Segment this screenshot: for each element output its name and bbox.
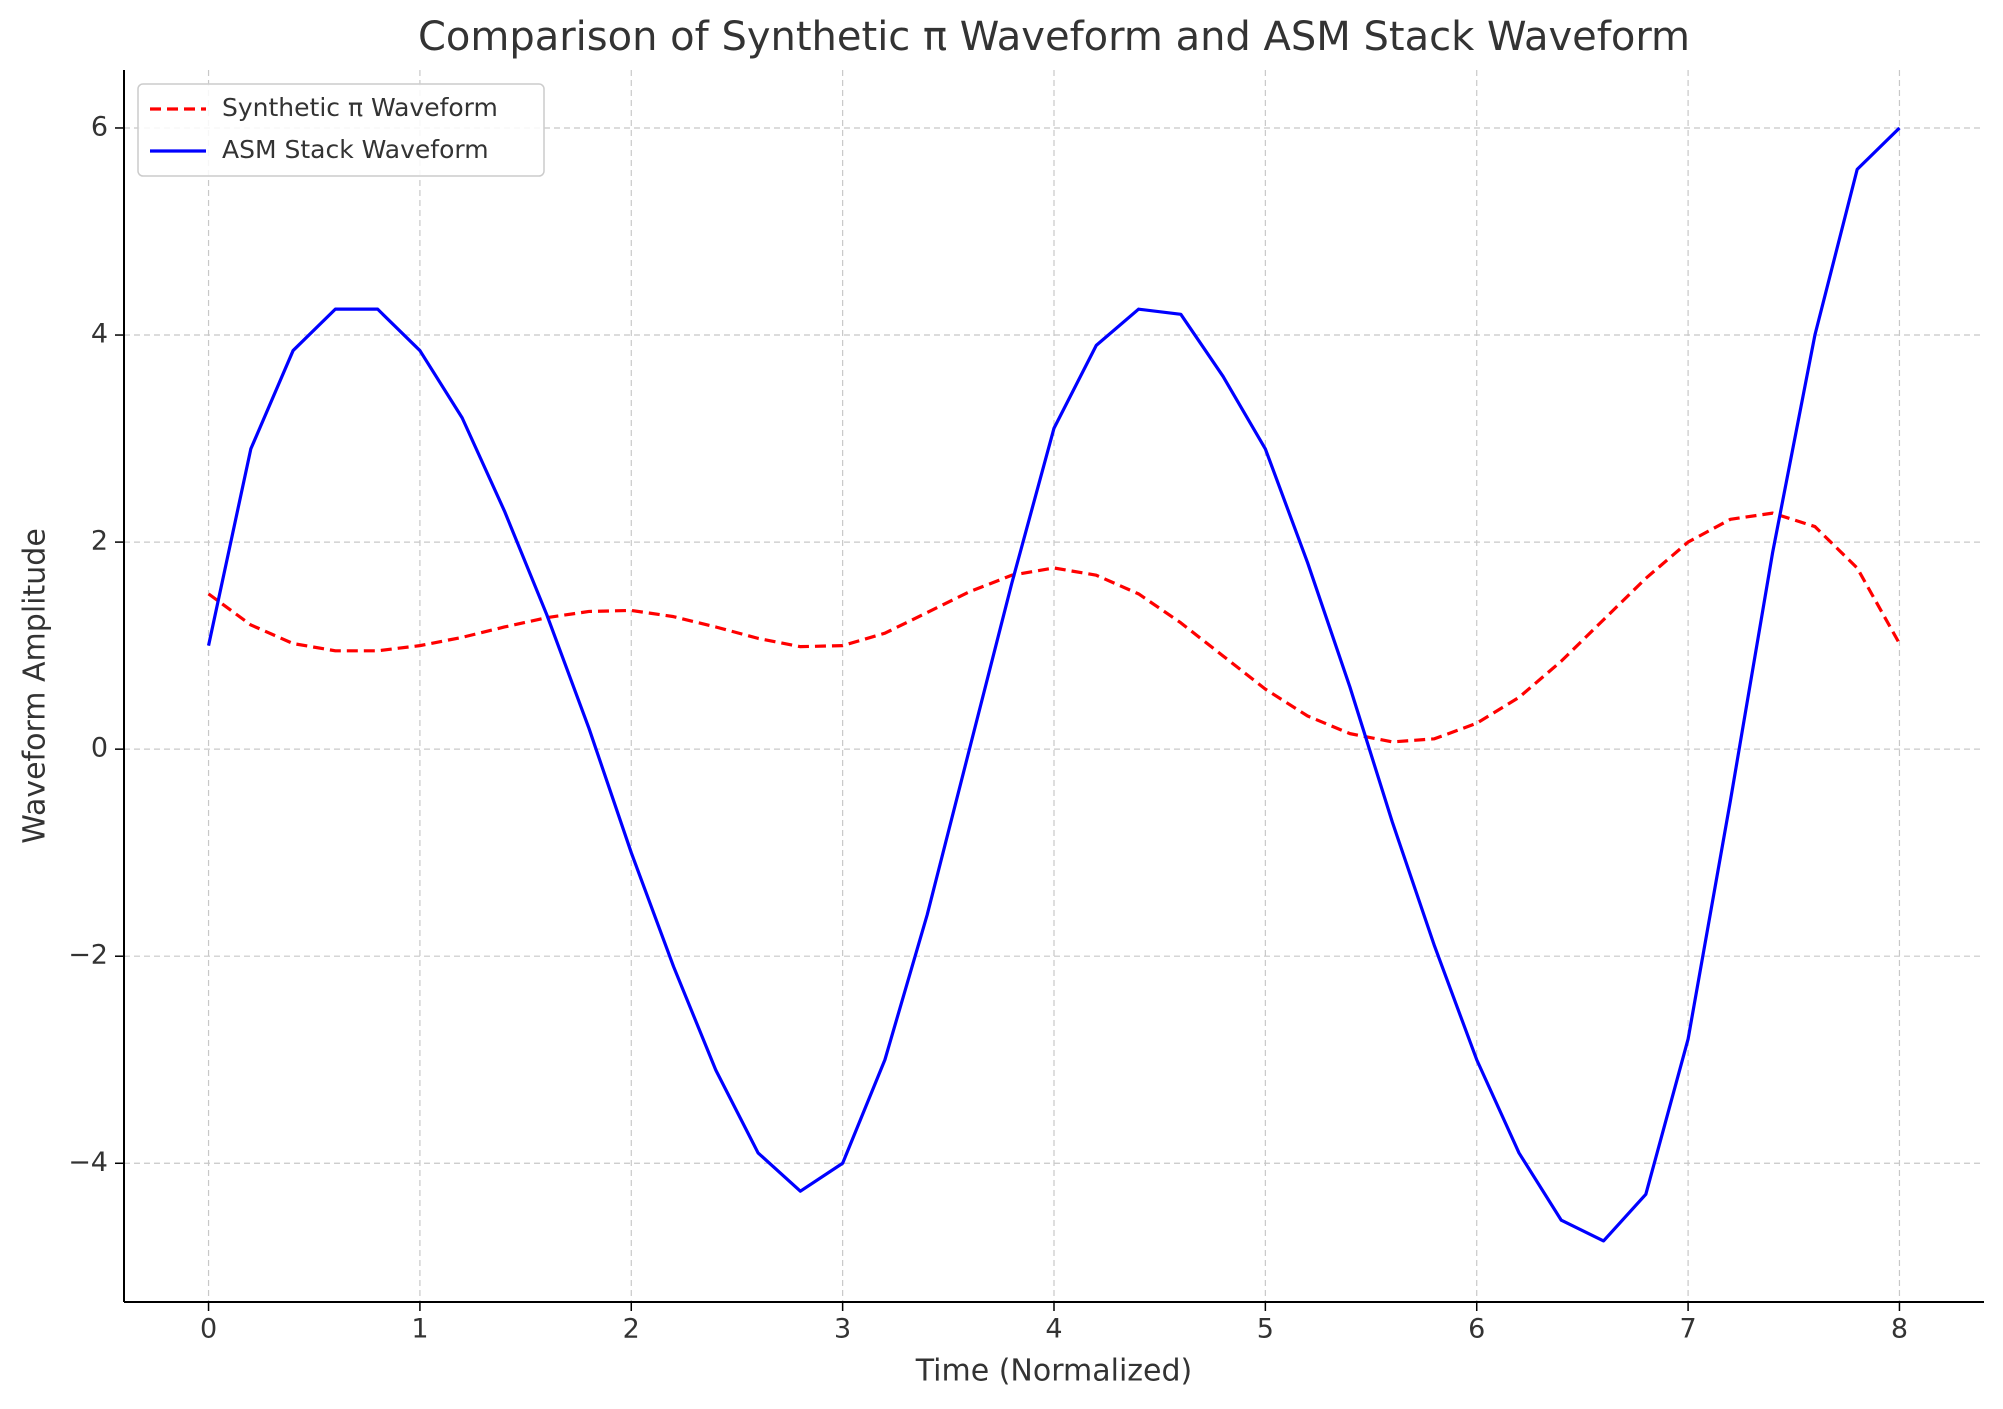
x-tick-label: 0 — [200, 1314, 217, 1345]
legend-label: ASM Stack Waveform — [222, 135, 489, 164]
y-tick-label: 6 — [91, 111, 108, 142]
y-tick-label: −2 — [68, 940, 108, 971]
x-tick-label: 5 — [1257, 1314, 1274, 1345]
y-tick-label: −4 — [68, 1147, 108, 1178]
y-tick-label: 2 — [91, 526, 108, 557]
line-series — [207, 511, 1901, 744]
x-tick-label: 4 — [1045, 1314, 1062, 1345]
x-tick-label: 1 — [411, 1314, 428, 1345]
legend-label: Synthetic π Waveform — [222, 93, 498, 122]
x-axis-label: Time (Normalized) — [915, 1354, 1193, 1389]
x-tick-label: 3 — [834, 1314, 851, 1345]
line-series — [206, 126, 1901, 1243]
x-tick-label: 6 — [1468, 1314, 1485, 1345]
legend-box — [137, 83, 545, 177]
chart-title: Comparison of Synthetic π Waveform and A… — [418, 14, 1690, 60]
x-tick-label: 2 — [623, 1314, 640, 1345]
x-tick-label: 7 — [1679, 1314, 1696, 1345]
x-tick-label: 8 — [1891, 1314, 1908, 1345]
y-tick-label: 0 — [91, 733, 108, 764]
y-tick-label: 4 — [91, 319, 108, 350]
y-axis-label: Waveform Amplitude — [18, 528, 53, 844]
